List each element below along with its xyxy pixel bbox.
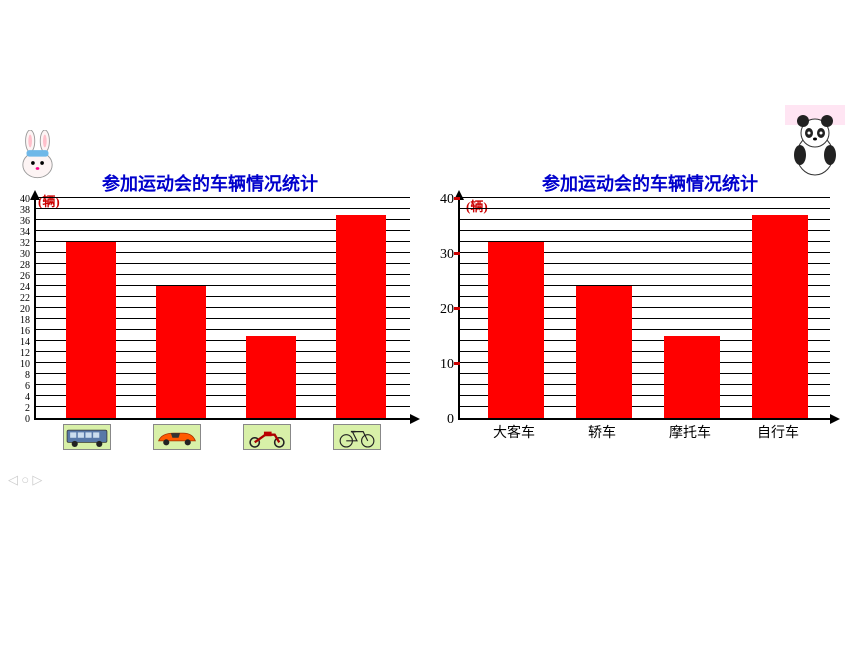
bar-car	[156, 286, 206, 418]
chart-right-x-axis: 大客车 轿车 摩托车 自行车	[458, 422, 830, 444]
bus-icon	[63, 424, 111, 455]
bar-3	[752, 215, 808, 419]
grid-line	[460, 197, 830, 198]
chart-right-title: 参加运动会的车辆情况统计	[430, 170, 830, 196]
sportscar-icon	[153, 424, 201, 455]
bar-0	[488, 242, 544, 418]
chart-right: 参加运动会的车辆情况统计 (辆) 10203040 0 大客车轿车摩托车自行车	[430, 170, 830, 458]
x-label-0: 大客车	[486, 422, 542, 442]
x-label-3: 自行车	[750, 422, 806, 442]
chart-right-plot	[458, 200, 830, 420]
axis-arrow-right-icon	[410, 414, 420, 424]
y-tick-mark	[454, 362, 460, 365]
axis-arrow-up-icon	[30, 190, 40, 200]
y-tick-mark	[454, 307, 460, 310]
slide-nav-icons: ◁ ○ ▷	[8, 472, 42, 488]
bar-bicycle	[336, 215, 386, 419]
grid-line	[36, 208, 410, 209]
bar-1	[576, 286, 632, 418]
chart-left-x-axis	[34, 424, 410, 458]
bicycle-icon	[333, 424, 381, 455]
grid-line	[460, 208, 830, 209]
chart-left: 参加运动会的车辆情况统计 (辆) 40383634323028262422201…	[10, 170, 410, 458]
motorcycle-icon	[243, 424, 291, 455]
chart-left-title: 参加运动会的车辆情况统计	[10, 170, 410, 196]
bar-bus	[66, 242, 116, 418]
chart-left-y-axis: 4038363432302826242220181614121086420	[10, 200, 34, 420]
bar-motorcycle	[246, 336, 296, 419]
y-tick-mark	[454, 197, 460, 200]
x-label-1: 轿车	[574, 422, 630, 442]
bar-2	[664, 336, 720, 419]
y-tick-mark	[454, 252, 460, 255]
x-label-2: 摩托车	[662, 422, 718, 442]
chart-right-y-axis: 10203040	[430, 200, 458, 420]
grid-line	[36, 197, 410, 198]
chart-left-plot	[34, 200, 410, 420]
axis-arrow-right-icon	[830, 414, 840, 424]
panda-mascot	[785, 105, 845, 180]
